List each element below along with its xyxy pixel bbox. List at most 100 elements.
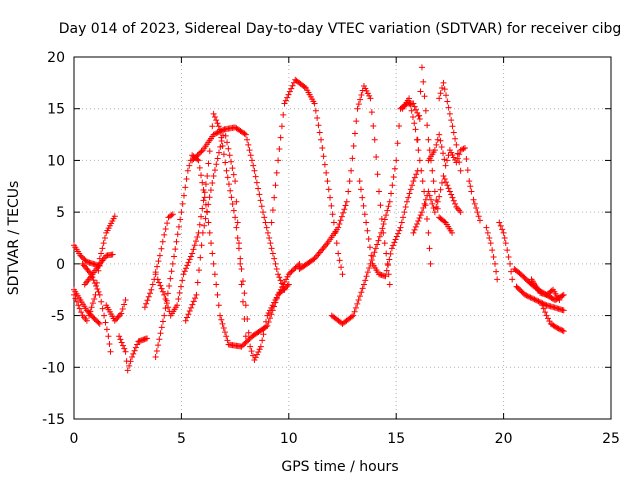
data-point: [98, 298, 105, 305]
data-point: [143, 300, 150, 307]
data-point: [73, 298, 80, 305]
data-point: [214, 291, 221, 298]
data-point: [206, 194, 213, 201]
data-point: [238, 343, 245, 350]
data-point: [386, 198, 393, 205]
data-point: [99, 245, 106, 252]
series-sat-r: [356, 167, 421, 280]
data-point: [214, 129, 221, 136]
data-point: [257, 197, 264, 204]
data-point: [422, 196, 429, 203]
data-point: [254, 351, 261, 358]
data-point: [559, 327, 566, 334]
data-point: [385, 203, 392, 210]
data-point: [161, 291, 168, 298]
data-point: [373, 153, 380, 160]
data-point: [238, 281, 245, 288]
data-point: [337, 217, 344, 224]
data-point: [109, 251, 116, 258]
data-point: [486, 235, 493, 241]
data-point: [243, 338, 250, 345]
data-point: [93, 279, 100, 286]
series-sat-c: [71, 291, 90, 324]
data-point: [247, 152, 254, 159]
data-point: [284, 94, 291, 101]
series-sat-ab: [513, 283, 567, 314]
data-point: [162, 296, 169, 303]
data-point: [156, 336, 163, 343]
data-point: [184, 167, 191, 174]
data-point: [461, 145, 468, 152]
data-point: [328, 202, 335, 209]
data-point: [198, 148, 205, 155]
data-point: [182, 317, 189, 324]
data-point: [210, 172, 217, 179]
data-point: [467, 183, 474, 190]
data-point: [338, 213, 345, 220]
data-point: [111, 317, 118, 324]
data-point: [241, 316, 248, 323]
data-point: [286, 88, 293, 95]
data-point: [101, 235, 108, 241]
x-tick-label: 0: [70, 431, 79, 447]
data-point: [76, 305, 83, 312]
data-point: [164, 220, 171, 227]
data-point: [453, 141, 460, 148]
data-point: [333, 240, 340, 247]
axis-ticks: 0 5 10 15 20 25 -15 -10 -5 0 5 10 15 20: [42, 50, 620, 447]
x-tick-label: 20: [495, 431, 513, 447]
data-point: [186, 256, 193, 263]
data-point: [180, 192, 187, 199]
data-point: [412, 126, 419, 133]
data-point: [224, 337, 231, 344]
data-point: [116, 333, 123, 340]
data-point: [277, 289, 284, 296]
data-point: [311, 100, 318, 107]
data-point: [245, 141, 252, 148]
data-point: [158, 245, 165, 252]
data-point: [230, 207, 237, 214]
y-tick-label: -10: [42, 360, 65, 376]
data-point: [157, 330, 164, 337]
data-point: [154, 263, 161, 270]
data-point: [124, 367, 131, 374]
data-point: [262, 219, 269, 226]
data-point: [407, 186, 414, 193]
data-point: [239, 298, 246, 305]
data-point: [179, 200, 186, 207]
data-point: [540, 305, 547, 312]
data-point: [371, 136, 378, 143]
data-point: [301, 83, 308, 90]
data-point: [409, 182, 416, 189]
series-sat-j: [152, 152, 303, 360]
data-point: [402, 203, 409, 210]
data-point: [89, 313, 96, 320]
data-point: [542, 301, 549, 308]
data-point: [476, 217, 483, 224]
data-point: [141, 304, 148, 311]
data-point: [497, 222, 504, 229]
data-point: [335, 250, 342, 257]
data-point: [272, 260, 279, 267]
data-point: [174, 231, 181, 238]
data-point: [119, 306, 126, 313]
data-point: [217, 143, 224, 150]
data-point: [385, 262, 392, 269]
data-point: [393, 233, 400, 240]
data-point: [214, 120, 221, 127]
data-point: [227, 187, 234, 194]
data-point: [169, 211, 176, 218]
series-sat-i: [141, 271, 159, 311]
data-point: [210, 110, 217, 117]
data-point: [348, 313, 355, 320]
data-point: [493, 268, 500, 275]
data-point: [177, 283, 184, 290]
data-point: [235, 245, 242, 252]
data-point: [355, 297, 362, 304]
data-point: [376, 188, 383, 195]
data-point: [215, 123, 222, 130]
data-point: [203, 208, 210, 215]
data-point: [145, 293, 152, 300]
data-point: [360, 202, 367, 209]
data-point: [130, 350, 137, 357]
